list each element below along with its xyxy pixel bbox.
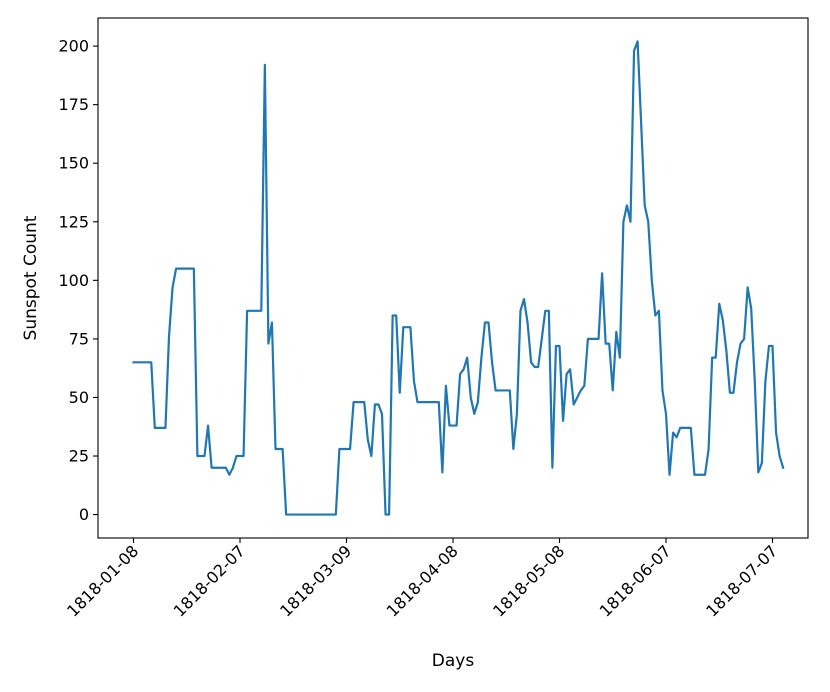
y-tick-label: 75	[69, 329, 89, 348]
y-tick-label: 100	[58, 271, 89, 290]
x-axis-label: Days	[432, 651, 475, 671]
plot-area	[132, 40, 785, 516]
y-tick-label: 0	[79, 505, 89, 524]
y-axis-label: Sunspot Count	[21, 215, 41, 340]
y-tick-label: 200	[58, 37, 89, 56]
y-tick-label: 25	[69, 447, 89, 466]
y-tick-label: 125	[58, 212, 89, 231]
y-tick-label: 175	[58, 95, 89, 114]
y-tick-label: 50	[69, 388, 89, 407]
y-axis: 0 25 50 75 100 125 150 175 200	[58, 37, 98, 524]
y-tick-label: 150	[58, 154, 89, 173]
axes-frame	[97, 17, 809, 539]
series-line	[132, 40, 785, 516]
